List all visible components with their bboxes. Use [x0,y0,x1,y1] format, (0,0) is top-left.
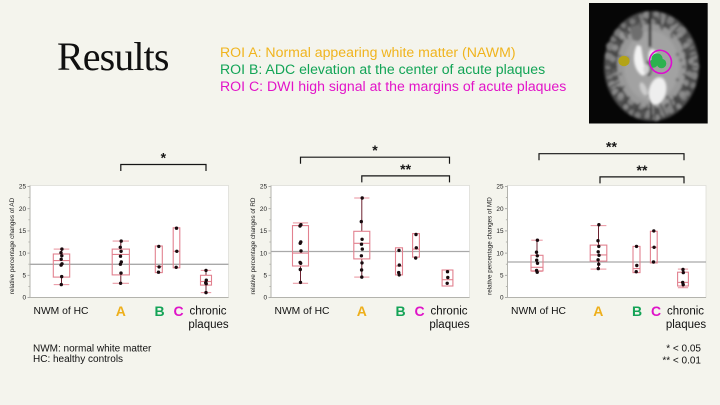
svg-text:25: 25 [19,184,27,191]
svg-text:ROI B: ADC elevation at the ce: ROI B: ADC elevation at the center of ac… [220,61,545,77]
svg-text:10: 10 [260,250,268,257]
svg-text:**: ** [637,162,648,178]
svg-text:C: C [173,303,183,319]
svg-text:NWM: normal white matter: NWM: normal white matter [33,344,152,355]
svg-text:0: 0 [263,295,267,302]
svg-text:10: 10 [19,250,27,257]
svg-text:*: * [372,142,378,158]
svg-text:** < 0.01: ** < 0.01 [662,356,701,367]
svg-text:chronic: chronic [189,306,226,318]
svg-text:**: ** [606,139,617,155]
svg-text:NWM of HC: NWM of HC [511,306,566,317]
svg-text:B: B [395,303,405,319]
svg-text:HC: healthy controls: HC: healthy controls [33,354,123,365]
svg-text:B: B [154,303,164,319]
svg-text:B: B [632,303,642,319]
svg-text:ROI C: DWI high signal at the: ROI C: DWI high signal at the margins of… [220,78,566,94]
svg-text:plaques: plaques [666,319,707,331]
svg-text:5: 5 [22,273,26,280]
svg-text:plaques: plaques [429,319,470,331]
svg-text:chronic: chronic [430,306,467,318]
svg-text:A: A [116,303,126,319]
svg-text:5: 5 [263,273,267,280]
svg-text:20: 20 [260,206,268,213]
svg-text:5: 5 [500,273,504,280]
svg-text:relative percentage changes of: relative percentage changes of AD [9,197,16,294]
svg-text:relative percentage changes of: relative percentage changes of MD [487,197,494,295]
svg-text:A: A [593,303,603,319]
svg-text:15: 15 [260,228,268,235]
svg-text:* < 0.05: * < 0.05 [666,344,701,355]
svg-text:NWM of HC: NWM of HC [275,306,330,317]
svg-text:20: 20 [496,206,504,213]
svg-text:C: C [414,303,424,319]
svg-text:relative percentage changes of: relative percentage changes of RD [250,197,257,294]
svg-text:A: A [357,303,367,319]
svg-text:15: 15 [496,228,504,235]
svg-text:*: * [161,150,167,166]
svg-text:20: 20 [19,206,27,213]
svg-text:15: 15 [19,228,27,235]
svg-text:chronic: chronic [667,306,704,318]
svg-text:25: 25 [496,184,504,191]
svg-text:ROI A: Normal appearing white: ROI A: Normal appearing white matter (NA… [220,44,516,60]
svg-text:25: 25 [260,184,268,191]
svg-text:NWM of HC: NWM of HC [34,306,89,317]
svg-text:0: 0 [22,295,26,302]
svg-text:10: 10 [496,250,504,257]
svg-text:0: 0 [500,295,504,302]
svg-text:C: C [651,303,661,319]
svg-text:Results: Results [57,34,169,79]
svg-text:**: ** [400,161,411,177]
svg-text:plaques: plaques [188,319,229,331]
